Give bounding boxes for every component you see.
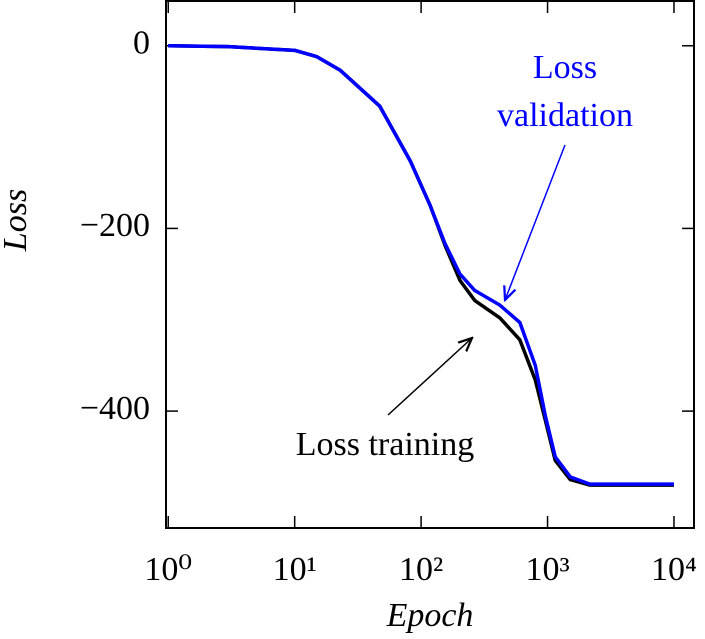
annotation: Loss training	[296, 426, 474, 463]
x-tick-label: 10¹	[273, 551, 317, 588]
annotation-arrow	[505, 144, 566, 300]
series-line	[168, 44, 674, 486]
y-tick-label: 0	[133, 25, 150, 62]
x-tick-label: 10²	[399, 551, 443, 588]
plot-frame	[165, 0, 695, 529]
y-axis-title: Loss	[0, 189, 34, 252]
x-tick-label: 10⁴	[651, 551, 697, 588]
annotation: validation	[497, 97, 633, 134]
annotation: Loss	[533, 49, 597, 86]
annotation-arrow	[387, 338, 472, 416]
x-axis-title: Epoch	[386, 597, 474, 634]
y-tick-label: −400	[80, 390, 150, 427]
x-tick-label: 10⁰	[144, 551, 192, 588]
x-tick-label: 10³	[525, 551, 569, 588]
y-tick-label: −200	[80, 207, 150, 244]
